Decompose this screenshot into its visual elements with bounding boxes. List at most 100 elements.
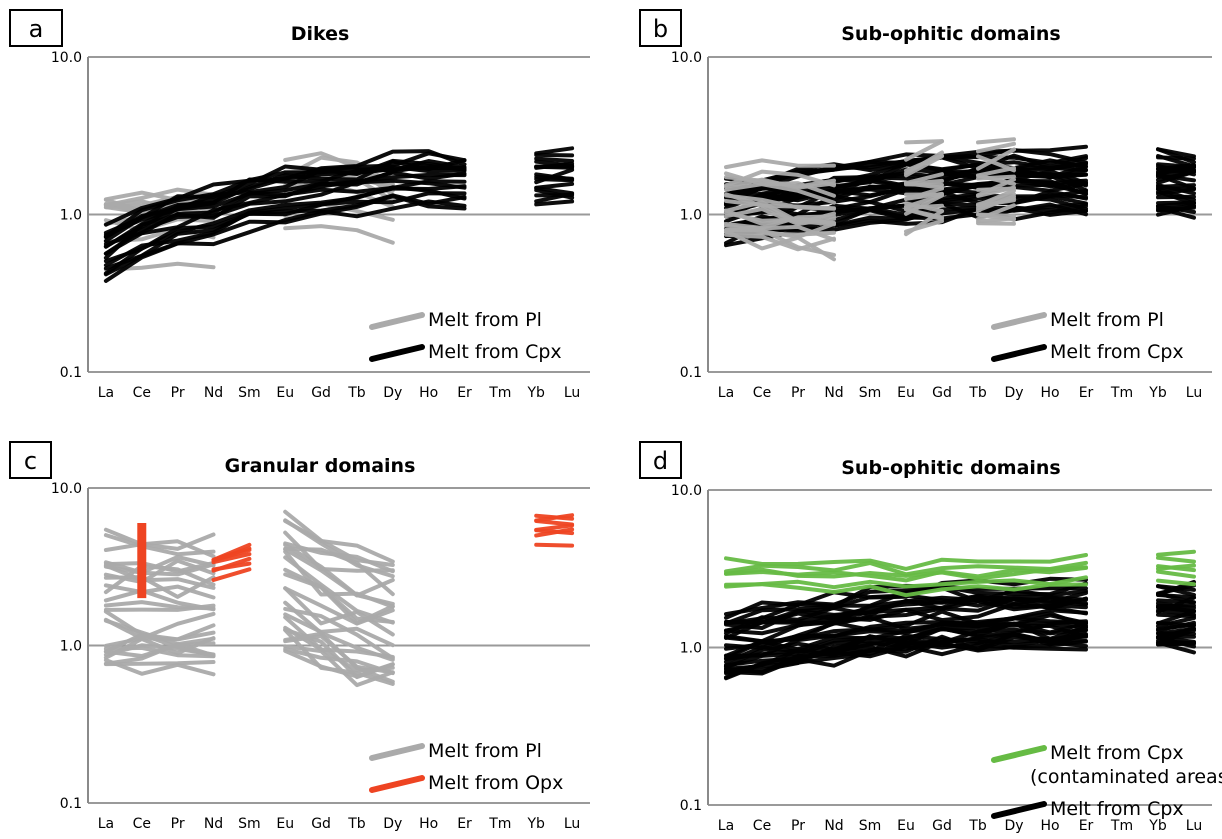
x-tick-label: Sm (859, 385, 882, 401)
x-tick-label: Ho (1040, 385, 1059, 401)
y-tick-label: 10.0 (671, 483, 702, 499)
legend-label: Melt from Cpx (1050, 742, 1184, 764)
series-line (1158, 167, 1194, 169)
x-tick-label: Lu (1186, 385, 1202, 401)
x-tick-label: Ce (133, 816, 151, 832)
legend: Melt from Cpx(contaminated areas)Melt fr… (994, 742, 1222, 820)
x-tick-label: Gd (932, 818, 952, 834)
panel-title: Granular domains (225, 455, 416, 477)
panel-letter: c (24, 447, 37, 475)
series-line (536, 148, 572, 153)
y-tick-label: 0.1 (60, 365, 82, 381)
x-tick-label: Lu (564, 385, 580, 401)
x-tick-label: Ho (419, 816, 438, 832)
x-tick-label: Sm (238, 816, 261, 832)
x-tick-label: Eu (276, 816, 294, 832)
x-tick-label: Nd (204, 385, 223, 401)
x-tick-label: Ho (1040, 818, 1059, 834)
x-tick-label: Tb (968, 818, 987, 834)
y-tick-label: 10.0 (51, 481, 82, 497)
x-tick-label: Nd (824, 818, 843, 834)
x-tick-label: Pr (171, 816, 185, 832)
x-tick-label: Tb (347, 816, 366, 832)
x-tick-label: Gd (932, 385, 952, 401)
series-group (106, 512, 393, 685)
legend-swatch (994, 347, 1044, 359)
x-tick-label: Yb (1148, 385, 1167, 401)
y-tick-label: 0.1 (60, 796, 82, 812)
series-line (978, 139, 1014, 142)
x-tick-label: Pr (171, 385, 185, 401)
x-tick-label: Yb (1148, 818, 1167, 834)
x-tick-label: Ho (419, 385, 438, 401)
x-tick-label: Ce (753, 818, 771, 834)
x-tick-label: La (98, 385, 114, 401)
series-line (1158, 581, 1194, 585)
legend-label: Melt from Opx (428, 772, 563, 794)
y-tick-label: 0.1 (680, 798, 702, 814)
series-line (1158, 558, 1194, 562)
legend-swatch (994, 315, 1044, 327)
legend: Melt from Pl Melt from Cpx (994, 309, 1184, 363)
x-tick-label: Ce (753, 385, 771, 401)
legend-swatch (372, 778, 422, 790)
x-tick-label: Tb (968, 385, 987, 401)
x-tick-label: Dy (383, 385, 402, 401)
x-tick-label: Dy (1004, 818, 1023, 834)
x-tick-label: Er (1079, 818, 1094, 834)
legend-swatch (372, 315, 422, 327)
legend-label: Melt from Pl (1050, 309, 1164, 331)
series-line (106, 662, 214, 664)
panel-b: b Sub-ophitic domains 10.0 1.0 0.1 La Ce Pr Nd Sm… (640, 10, 1212, 401)
legend-label: Melt from Cpx (428, 341, 562, 363)
y-tick-label: 10.0 (671, 50, 702, 66)
x-tick-label: Er (1079, 385, 1094, 401)
series-line (285, 226, 393, 243)
x-tick-label: Er (457, 385, 472, 401)
x-tick-label: Lu (1186, 818, 1202, 834)
legend-sublabel: (contaminated areas) (1030, 766, 1222, 788)
x-tick-label: Eu (897, 385, 915, 401)
x-tick-label: Dy (1004, 385, 1023, 401)
x-tick-label: La (718, 385, 734, 401)
panel-title: Sub-ophitic domains (841, 457, 1060, 479)
legend-swatch (372, 347, 422, 359)
series-line (536, 159, 572, 161)
legend-label: Melt from Cpx (1050, 798, 1184, 820)
x-tick-label: Tm (1110, 385, 1133, 401)
series-line (536, 167, 572, 168)
x-tick-label: Tm (1110, 818, 1133, 834)
y-tick-label: 1.0 (680, 208, 702, 224)
x-tick-label: Yb (526, 385, 545, 401)
x-tick-label: Gd (311, 385, 331, 401)
series-line (978, 223, 1014, 224)
series-group (726, 579, 1194, 679)
x-tick-label: Gd (311, 816, 331, 832)
series-group (726, 147, 1194, 246)
series-line (1158, 197, 1194, 198)
series-group (726, 552, 1194, 596)
series-line (536, 545, 572, 546)
x-tick-label: Lu (564, 816, 580, 832)
x-tick-label: Pr (791, 385, 805, 401)
y-tick-label: 0.1 (680, 365, 702, 381)
panel-title: Dikes (291, 23, 350, 45)
series-line (726, 232, 834, 235)
y-tick-label: 1.0 (60, 639, 82, 655)
legend-swatch (372, 746, 422, 758)
series-line (536, 155, 572, 156)
x-tick-label: Eu (897, 818, 915, 834)
panel-letter: b (653, 15, 668, 43)
x-tick-label: Sm (238, 385, 261, 401)
series-line (906, 141, 942, 142)
y-tick-label: 1.0 (60, 208, 82, 224)
x-tick-label: Ce (133, 385, 151, 401)
panel-title: Sub-ophitic domains (841, 23, 1060, 45)
series-line (1158, 157, 1194, 158)
y-tick-label: 1.0 (680, 641, 702, 657)
panel-a: a Dikes 10.0 1.0 0.1 La Ce Pr Nd Sm Eu Gd Tb Dy Ho Er Tm… (10, 10, 590, 401)
x-tick-label: Eu (276, 385, 294, 401)
x-tick-label: Yb (526, 816, 545, 832)
x-tick-label: Tm (488, 385, 511, 401)
